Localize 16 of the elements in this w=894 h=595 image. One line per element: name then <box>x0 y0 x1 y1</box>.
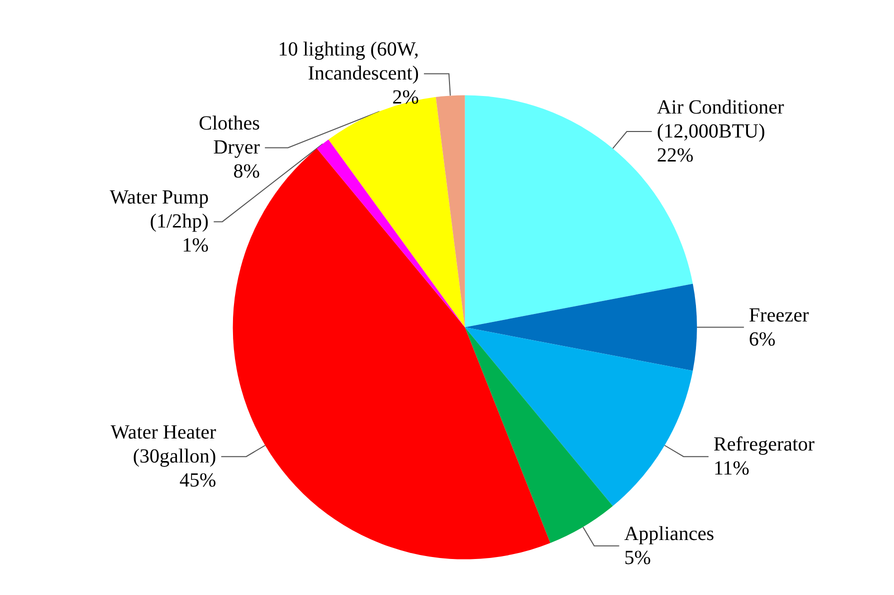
slice-label: Water Pump (1/2hp) <box>110 186 209 233</box>
data-label: 5% <box>624 546 651 569</box>
slice-label: Clothes Dryer <box>198 112 260 159</box>
data-label: 22% <box>656 144 694 166</box>
slice-label: Refregerator <box>714 434 815 456</box>
slice-label: Air Conditioner (12,000BTU) <box>656 96 784 142</box>
slice-label: 10 lighting (60W, Incandescent) <box>278 38 419 85</box>
data-label: 2% <box>392 86 419 109</box>
slice-label: Water Heater (30gallon) <box>110 422 217 468</box>
data-label: 11% <box>714 458 750 480</box>
data-label: 8% <box>233 160 260 183</box>
data-label: 1% <box>182 234 209 257</box>
slice-label: Appliances <box>624 522 714 545</box>
data-label: 45% <box>180 470 216 492</box>
data-label: 6% <box>748 328 776 350</box>
slice-label: Freezer <box>748 304 810 326</box>
